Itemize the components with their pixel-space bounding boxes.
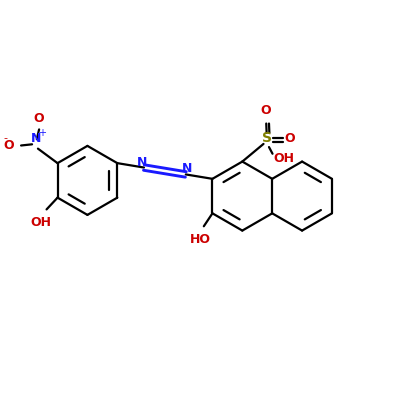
Text: OH: OH: [30, 216, 52, 229]
Text: N: N: [137, 156, 148, 168]
Text: O: O: [284, 132, 295, 145]
Text: N: N: [31, 132, 41, 145]
Text: HO: HO: [190, 233, 211, 246]
Text: -: -: [3, 134, 7, 144]
Text: +: +: [38, 128, 46, 138]
Text: N: N: [182, 162, 192, 176]
Text: S: S: [262, 132, 272, 146]
Text: O: O: [260, 104, 271, 117]
Text: O: O: [4, 139, 14, 152]
Text: OH: OH: [274, 152, 295, 165]
Text: O: O: [34, 112, 44, 125]
